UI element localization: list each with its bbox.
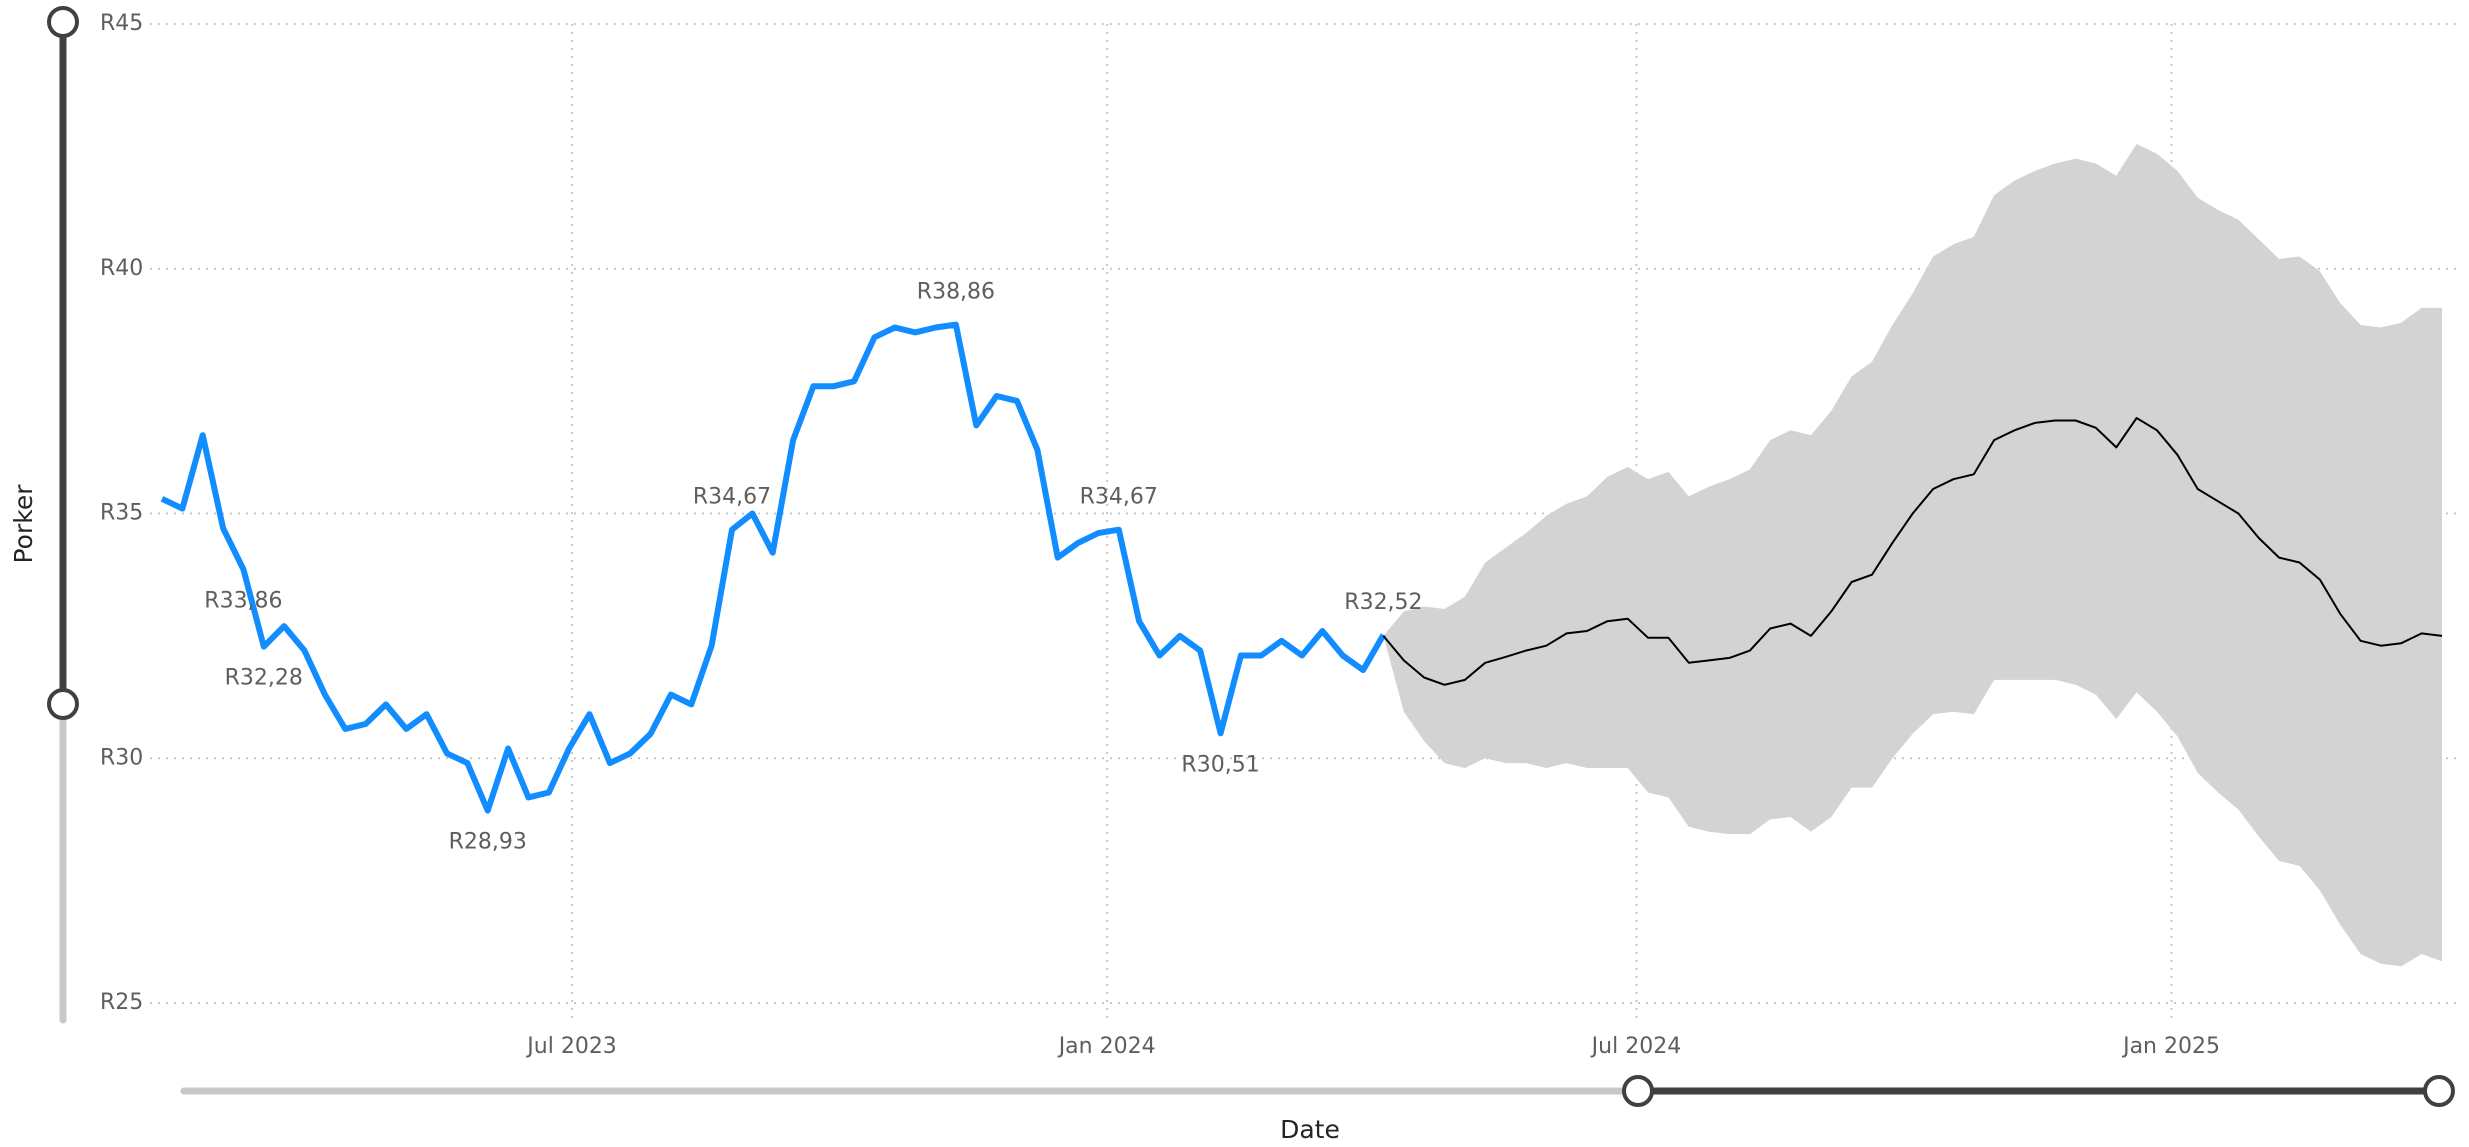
x-tick-label: Jan 2024 [1057,1034,1156,1059]
data-label: R30,51 [1181,752,1259,777]
y-slider-handle[interactable] [47,688,79,720]
data-label: R28,93 [449,830,527,855]
y-tick-label: R30 [100,745,143,770]
y-axis-title: Porker [9,484,38,564]
y-tick-label: R45 [100,11,143,36]
y-tick-label: R40 [100,256,143,281]
y-tick-label: R35 [100,501,143,526]
line [160,321,1386,814]
data-label: R34,67 [693,485,771,510]
forecast-band [1383,143,2442,967]
data-label: R34,67 [1080,485,1158,510]
data-label: R32,52 [1344,590,1422,615]
x-tick-label: Jul 2023 [525,1034,617,1059]
x-tick-label: Jan 2025 [2121,1034,2220,1059]
data-label: R33,86 [204,588,282,613]
forecast-line [1382,417,2443,686]
x-slider-handle[interactable] [2423,1075,2455,1107]
data-label: R38,86 [917,280,995,305]
x-slider-handle[interactable] [1622,1075,1654,1107]
data-label: R32,28 [225,666,303,691]
x-axis-title: Date [1280,1115,1340,1144]
y-slider-handle[interactable] [47,6,79,38]
plot: R33,86 R32,28 R28,93 R34,67 R38,86 R34,67 R30,… [160,143,2443,967]
y-tick-label: R25 [100,990,143,1015]
x-tick-label: Jul 2024 [1590,1034,1682,1059]
